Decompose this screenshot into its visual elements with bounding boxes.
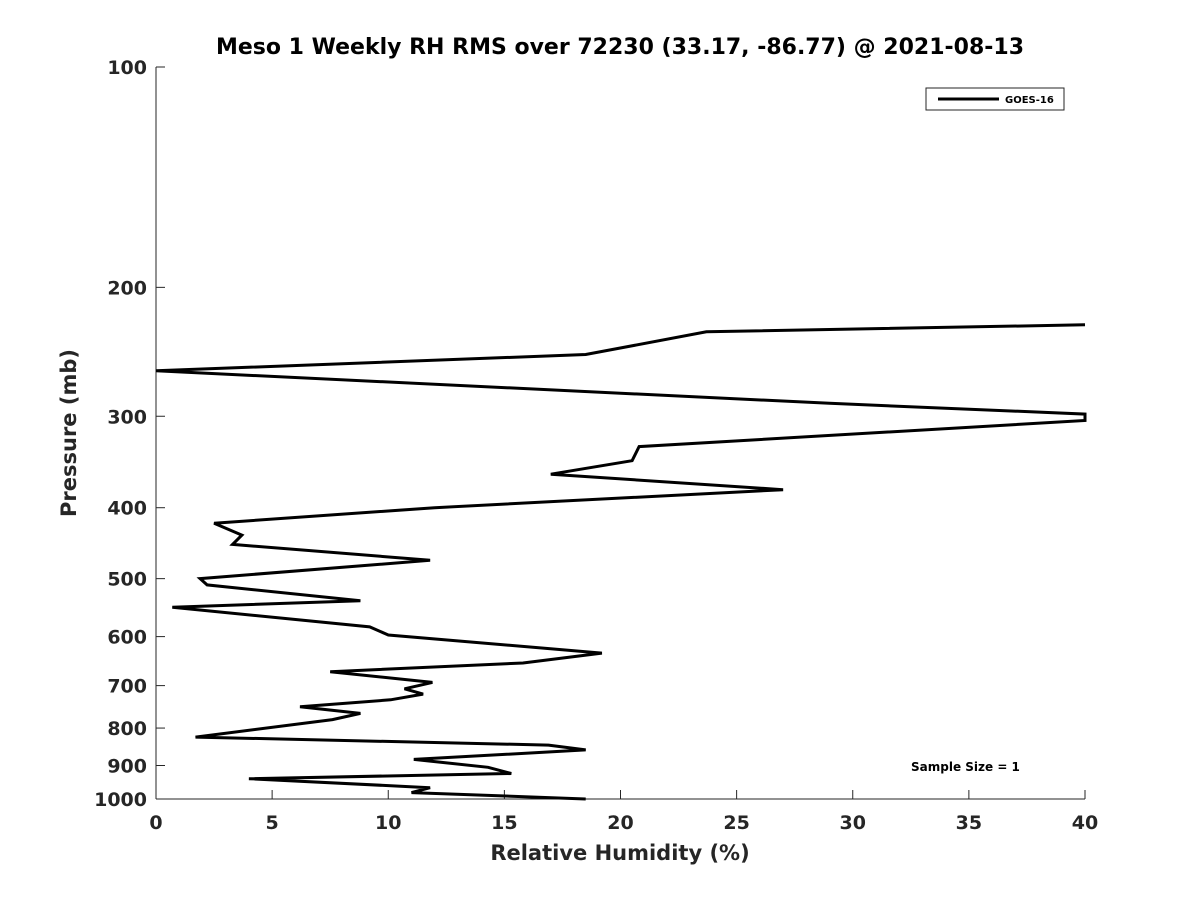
x-tick-label: 15 bbox=[491, 812, 517, 834]
x-tick-label: 40 bbox=[1072, 812, 1098, 834]
y-tick-label: 900 bbox=[107, 756, 147, 778]
series-line-goes-16 bbox=[155, 323, 1087, 801]
legend: GOES-16 bbox=[925, 87, 1065, 111]
legend-label-goes-16: GOES-16 bbox=[1005, 95, 1054, 106]
y-tick-label: 800 bbox=[107, 718, 147, 740]
y-axis-label: Pressure (mb) bbox=[57, 349, 81, 517]
x-ticks: 0 5 10 15 20 25 30 35 40 bbox=[149, 790, 1098, 834]
x-tick-label: 35 bbox=[956, 812, 982, 834]
y-tick-label: 100 bbox=[107, 57, 147, 79]
y-ticks: 100 200 300 400 500 600 700 800 900 1000 bbox=[94, 57, 165, 811]
x-tick-label: 20 bbox=[607, 812, 633, 834]
y-tick-label: 600 bbox=[107, 627, 147, 649]
x-tick-label: 5 bbox=[266, 812, 279, 834]
sample-size-annotation: Sample Size = 1 bbox=[911, 760, 1020, 774]
y-tick-label: 300 bbox=[107, 406, 147, 428]
axes bbox=[155, 67, 1085, 800]
series-layer bbox=[155, 323, 1087, 801]
chart-title: Meso 1 Weekly RH RMS over 72230 (33.17, … bbox=[216, 35, 1024, 60]
x-axis-label: Relative Humidity (%) bbox=[490, 841, 749, 865]
y-tick-label: 400 bbox=[107, 498, 147, 520]
x-tick-label: 30 bbox=[840, 812, 866, 834]
y-tick-label: 200 bbox=[107, 277, 147, 299]
y-tick-label: 700 bbox=[107, 676, 147, 698]
x-tick-label: 0 bbox=[149, 812, 162, 834]
x-tick-label: 25 bbox=[723, 812, 749, 834]
x-tick-label: 10 bbox=[375, 812, 401, 834]
y-tick-label: 1000 bbox=[94, 789, 147, 811]
y-tick-label: 500 bbox=[107, 569, 147, 591]
